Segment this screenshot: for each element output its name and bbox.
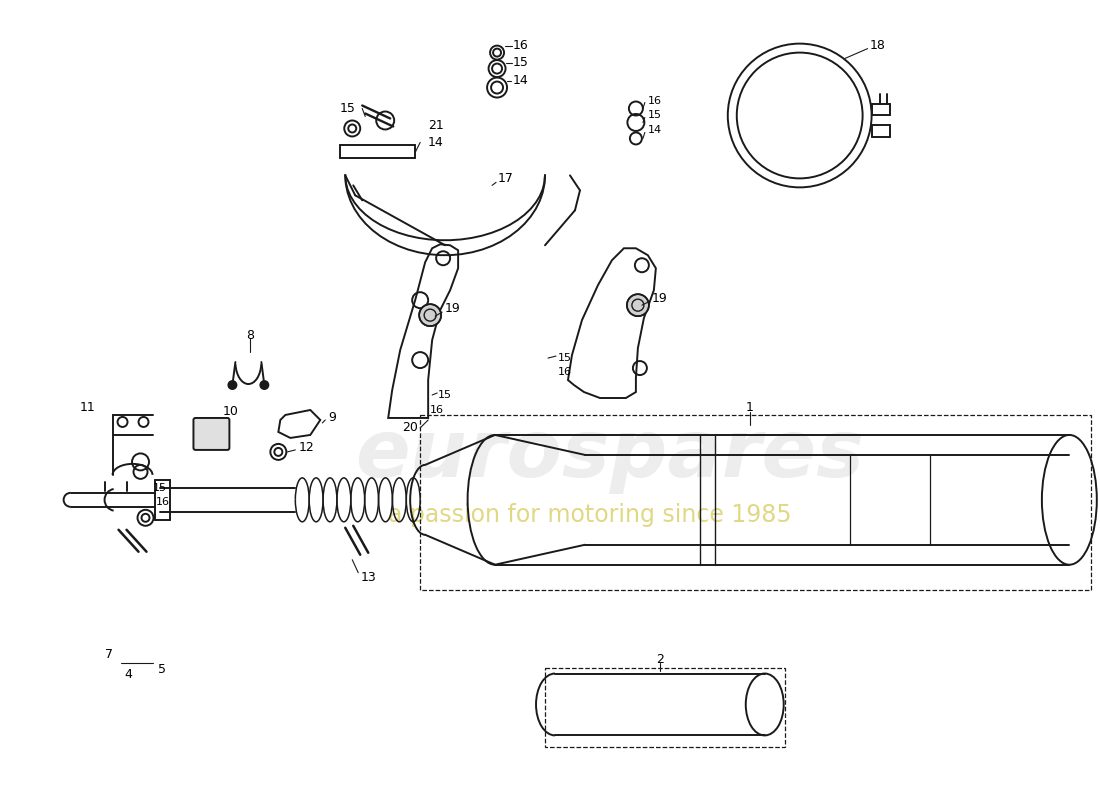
Circle shape [419,304,441,326]
Text: 16: 16 [513,39,529,52]
Text: 15: 15 [340,102,355,115]
Text: 16: 16 [430,405,444,415]
Polygon shape [388,244,458,418]
Circle shape [627,294,649,316]
Text: 8: 8 [246,329,254,342]
Text: 11: 11 [80,402,96,414]
Circle shape [229,381,236,389]
Text: a passion for motoring since 1985: a passion for motoring since 1985 [388,503,792,527]
Text: 19: 19 [652,292,668,305]
Text: 20: 20 [403,422,418,434]
Text: 17: 17 [498,172,514,185]
Text: 7: 7 [104,648,112,661]
Text: 19: 19 [446,302,461,314]
Text: 13: 13 [361,571,376,584]
Text: 16: 16 [558,367,572,377]
Text: 9: 9 [328,411,337,425]
Text: 16: 16 [155,497,169,507]
Polygon shape [278,410,320,438]
Text: 4: 4 [124,668,132,681]
Text: 15: 15 [558,353,572,363]
FancyBboxPatch shape [194,418,230,450]
Polygon shape [568,248,656,398]
Text: 10: 10 [222,406,239,418]
Text: 15: 15 [438,390,452,400]
Text: 16: 16 [648,95,662,106]
Text: 1: 1 [746,402,754,414]
Text: 5: 5 [158,663,166,676]
Text: 14: 14 [513,74,529,87]
Text: 15: 15 [513,56,529,69]
Text: 15: 15 [648,110,662,121]
Text: 14: 14 [428,136,444,149]
Text: 12: 12 [298,442,315,454]
Text: 15: 15 [153,483,166,493]
Text: 2: 2 [656,653,663,666]
Text: 18: 18 [870,39,886,52]
Text: eurospares: eurospares [355,416,865,494]
Circle shape [261,381,268,389]
Text: 14: 14 [648,126,662,135]
Text: 21: 21 [428,119,444,132]
